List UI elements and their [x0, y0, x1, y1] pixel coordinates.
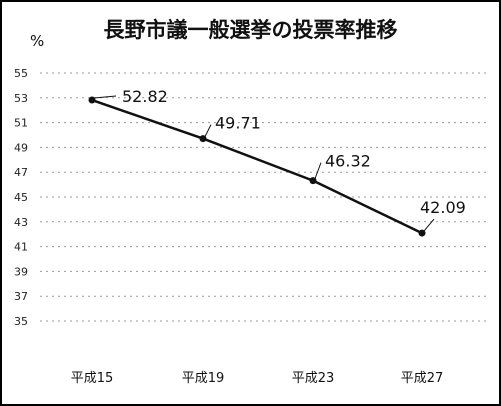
y-tick-label-37: 37 — [14, 290, 28, 303]
data-label: 52.82 — [122, 87, 168, 106]
x-axis-categories: 平成15 平成19 平成23 平成27 — [71, 371, 444, 386]
data-point — [88, 96, 96, 104]
x-category-label: 平成15 — [71, 371, 114, 386]
y-tick-label-53: 53 — [14, 92, 28, 105]
x-category-label: 平成23 — [292, 371, 335, 386]
y-tick-label-43: 43 — [14, 216, 28, 229]
y-tick-label-35: 35 — [14, 315, 28, 328]
y-tick-label-45: 45 — [14, 191, 28, 204]
y-tick-label-49: 49 — [14, 141, 28, 154]
x-category-label: 平成19 — [182, 371, 225, 386]
data-point — [418, 229, 426, 237]
data-point — [199, 135, 207, 143]
data-label-leader — [93, 95, 117, 99]
y-tick-label-39: 39 — [14, 265, 28, 278]
data-label-leader — [204, 124, 212, 137]
data-label: 46.32 — [325, 152, 371, 171]
y-tick-label-41: 41 — [14, 241, 28, 254]
grid-lines — [40, 72, 490, 322]
series-line — [91, 98, 423, 235]
y-tick-label-55: 55 — [14, 67, 28, 80]
y-axis-ticks: 35 37 39 41 43 45 47 49 51 53 55 — [14, 67, 28, 328]
data-labels: 52.82 49.71 46.32 42.09 — [93, 87, 466, 232]
data-point — [309, 177, 317, 185]
data-label-leader — [423, 218, 435, 232]
series-line-group — [88, 96, 426, 237]
y-unit-label: % — [30, 32, 45, 50]
data-label: 49.71 — [215, 114, 261, 133]
chart-title: 長野市議一般選挙の投票率推移 — [103, 18, 398, 42]
y-tick-label-51: 51 — [14, 117, 28, 130]
data-label-leader — [314, 162, 322, 179]
y-tick-label-47: 47 — [14, 166, 28, 179]
x-category-label: 平成27 — [401, 371, 444, 386]
data-label: 42.09 — [420, 198, 466, 217]
